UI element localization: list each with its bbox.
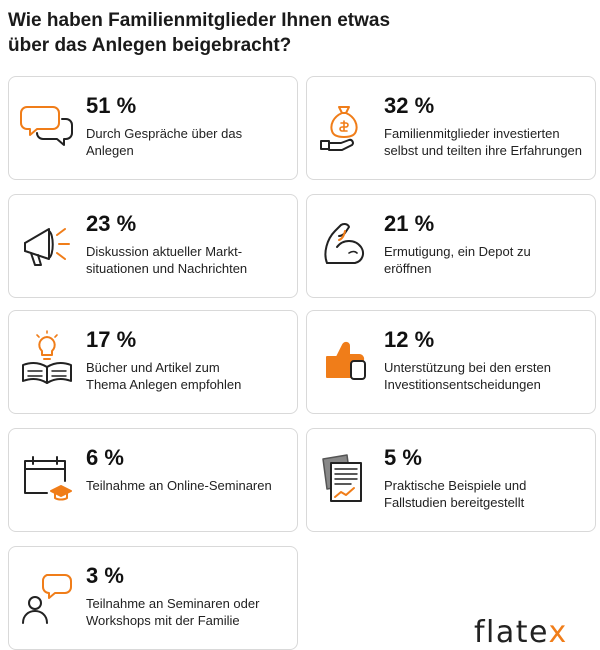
description-line: Teilnahme an Seminaren oder: [86, 596, 260, 611]
card-description: Unterstützung bei den ersten Investition…: [384, 359, 590, 393]
card-description: Diskussion aktueller Markt- situationen …: [86, 243, 292, 277]
percent-value: 17 %: [86, 327, 137, 352]
description-line: Fallstudien bereitgestellt: [384, 495, 525, 510]
description-line: Praktische Beispiele und: [384, 478, 527, 493]
money-bag-hand-icon: [315, 95, 375, 155]
page-title-line-2: über das Anlegen beigebracht?: [8, 35, 292, 56]
logo-text: flate: [474, 615, 549, 650]
description-line: Investitionsentscheidungen: [384, 377, 541, 392]
card-books-articles: 17 % Bücher und Artikel zum Thema Anlege…: [8, 310, 298, 414]
percent-value: 5 %: [384, 445, 422, 470]
percent-value: 6 %: [86, 445, 124, 470]
card-case-studies: 5 % Praktische Beispiele und Fallstudien…: [306, 428, 596, 532]
description-line: Thema Anlegen empfohlen: [86, 377, 242, 392]
description-line: Anlegen: [86, 143, 134, 158]
percent-value: 12 %: [384, 327, 435, 352]
card-description: Teilnahme an Seminaren oder Workshops mi…: [86, 595, 292, 629]
person-speech-icon: [17, 565, 77, 625]
card-description: Familienmitglieder investierten selbst u…: [384, 125, 590, 159]
card-family-workshops: 3 % Teilnahme an Seminaren oder Workshop…: [8, 546, 298, 650]
card-conversations: 51 % Durch Gespräche über das Anlegen: [8, 76, 298, 180]
description-line: Workshops mit der Familie: [86, 613, 240, 628]
description-line: Diskussion aktueller Markt-: [86, 244, 243, 259]
book-lightbulb-icon: [17, 329, 77, 389]
logo-accent-letter: x: [548, 615, 568, 650]
card-description: Durch Gespräche über das Anlegen: [86, 125, 292, 159]
megaphone-icon: [17, 213, 77, 273]
percent-value: 21 %: [384, 211, 435, 236]
thumbs-up-icon: [315, 329, 375, 389]
card-description: Praktische Beispiele und Fallstudien ber…: [384, 477, 590, 511]
percent-value: 3 %: [86, 563, 124, 588]
page-title-line-1: Wie haben Familienmitglieder Ihnen etwas: [8, 10, 391, 31]
percent-value: 51 %: [86, 93, 137, 118]
description-line: Ermutigung, ein Depot zu: [384, 244, 531, 259]
description-line: situationen und Nachrichten: [86, 261, 248, 276]
flexed-arm-icon: [315, 213, 375, 273]
card-encouragement: 21 % Ermutigung, ein Depot zu eröffnen: [306, 194, 596, 298]
flatex-logo: flatex: [474, 618, 568, 648]
page-title: Wie haben Familienmitglieder Ihnen etwas…: [8, 8, 568, 58]
card-description: Teilnahme an Online-Seminaren: [86, 477, 292, 494]
card-first-decisions: 12 % Unterstützung bei den ersten Invest…: [306, 310, 596, 414]
card-market-discussion: 23 % Diskussion aktueller Markt- situati…: [8, 194, 298, 298]
speech-bubbles-icon: [17, 95, 77, 155]
card-description: Bücher und Artikel zum Thema Anlegen emp…: [86, 359, 292, 393]
card-online-seminars: 6 % Teilnahme an Online-Seminaren: [8, 428, 298, 532]
percent-value: 32 %: [384, 93, 435, 118]
percent-value: 23 %: [86, 211, 137, 236]
description-line: eröffnen: [384, 261, 432, 276]
description-line: Teilnahme an Online-Seminaren: [86, 478, 272, 493]
description-line: Bücher und Artikel zum: [86, 360, 220, 375]
description-line: Unterstützung bei den ersten: [384, 360, 551, 375]
documents-chart-icon: [315, 447, 375, 507]
card-description: Ermutigung, ein Depot zu eröffnen: [384, 243, 590, 277]
description-line: Familienmitglieder investierten: [384, 126, 560, 141]
description-line: selbst und teilten ihre Erfahrungen: [384, 143, 583, 158]
calendar-graduation-icon: [17, 447, 77, 507]
card-shared-experience: 32 % Familienmitglieder investierten sel…: [306, 76, 596, 180]
description-line: Durch Gespräche über das: [86, 126, 243, 141]
